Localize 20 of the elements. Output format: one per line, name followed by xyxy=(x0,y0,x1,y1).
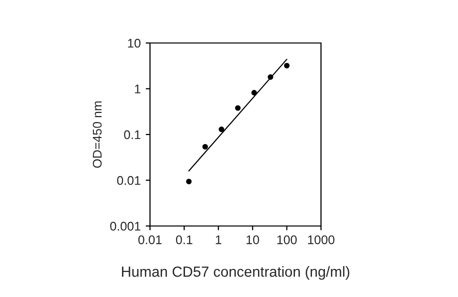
x-tick-label: 10 xyxy=(246,235,260,244)
x-tick-label: 1 xyxy=(216,235,222,244)
point xyxy=(218,126,224,132)
point xyxy=(284,62,290,68)
x-tick-label: 0.1 xyxy=(176,235,192,244)
x-tick-label: 1000 xyxy=(308,235,334,244)
point xyxy=(186,178,192,184)
x-tick-label: 100 xyxy=(277,235,297,244)
y-tick-label: 0.01 xyxy=(117,176,140,185)
point xyxy=(268,74,274,80)
point xyxy=(235,105,241,111)
y-tick-label: 0.001 xyxy=(110,222,140,231)
x-axis-title: Human CD57 concentration (ng/ml) xyxy=(122,266,350,280)
y-tick-label: 1 xyxy=(134,84,140,94)
y-tick-label: 10 xyxy=(128,38,140,48)
y-tick-label: 0.1 xyxy=(124,130,140,140)
point xyxy=(202,144,208,150)
y-axis-title: OD=450 nm xyxy=(92,101,102,168)
point xyxy=(251,90,257,96)
x-tick-label: 0.01 xyxy=(138,235,162,244)
